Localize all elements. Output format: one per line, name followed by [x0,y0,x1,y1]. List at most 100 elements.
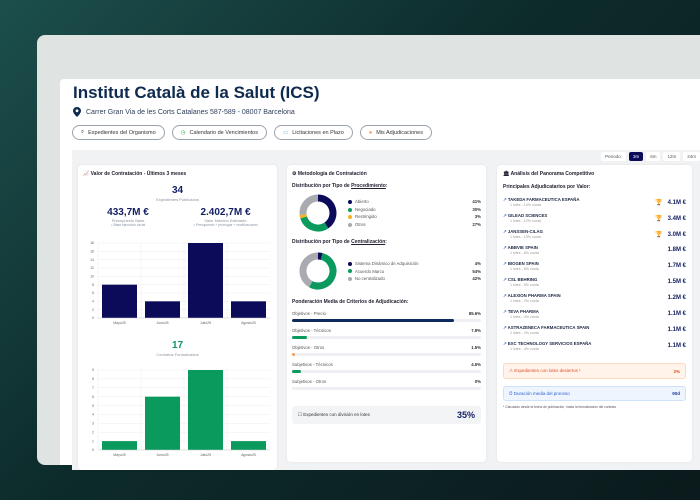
external-link-icon[interactable]: ↗ [503,277,507,282]
legend-item: Restringido 3% [348,214,481,219]
max-value: 2.402,7M € [200,207,251,218]
calendar-icon: ▭ [282,129,289,136]
donut-slice-Acuerdo Marco [309,253,337,290]
period-3m[interactable]: 3m [628,152,644,161]
competitor-meta: 1 lotes - 6% cuota [510,251,539,255]
competitor-item[interactable]: ↗ CSL BEHRING 1 lotes - 5% cuota 1.5M € [503,274,686,290]
competitor-value: 1.2M € [667,295,686,301]
external-link-icon[interactable]: ↗ [503,197,507,202]
legend-label: Abierto [355,199,369,205]
lots-label: Expedientes con división en lotes [303,412,370,417]
legend-item: No centralizado 42% [348,276,481,281]
competitor-item[interactable]: ↗ TAKEDA FARMACEUTICA ESPAÑA 1 lotes - 14… [503,194,686,210]
criterion-pct: 1.5% [471,345,481,350]
criterion-label: Objetivos - Técnicos [292,328,331,333]
contracts-label: Contratos Formalizados [156,352,199,357]
criterion-bar [292,336,481,339]
action-button-1[interactable]: ◷ Calendario de Vencimientos [171,125,267,140]
action-label: Mis Adjudicaciones [376,129,423,136]
y-tick-label: 12 [90,266,94,270]
x-tick-label: Julio25 [200,321,211,325]
criterion-row: Objetivos - Otros 1.5% [292,345,481,356]
legend-label: No centralizado [355,276,385,281]
donut-slice-Otros [299,194,319,216]
competitor-value: 1.5M € [667,279,686,285]
competitor-item[interactable]: ↗ GILEAD SCIENCES 1 lotes - 12% cuota 🏆 3.4… [503,210,686,226]
y-tick-label: 16 [90,250,94,254]
person-icon: ● [368,129,373,136]
duration-value: 90d [672,391,680,396]
competitor-name: ABBVIE SPAIN [507,245,538,250]
y-tick-label: 4 [92,413,94,417]
criterion-row: Subjetivos - Otros 0% [292,379,481,390]
competitor-item[interactable]: ↗ BIOGEN SPAIN 1 lotes - 6% cuota 1.7M € [503,258,686,274]
x-tick-label: Mayo25 [113,321,126,325]
criterion-bar-fill [292,319,454,322]
competitor-name: ALEXION PHARMA SPAIN [507,293,561,298]
legend-item: Sistema Dinámico de Adquisición 4% [348,261,481,266]
competitor-meta: 1 lotes - 14% cuota [510,203,541,207]
action-button-2[interactable]: ▭ Licitaciones en Plazo [273,125,353,140]
donut-slice-Abierto [317,194,337,229]
y-tick-label: 1 [92,439,94,443]
legend-item: Otros 27% [348,222,481,227]
external-link-icon[interactable]: ↗ [503,229,507,234]
competitor-name: BIOGEN SPAIN [507,261,539,266]
competitive-subtitle: Principales Adjudicatarios por Valor: [503,184,591,190]
budget-label: Presupuesto Base [111,218,145,223]
competitor-name: GILEAD SCIENCES [507,213,548,218]
competitor-value: 1.7M € [667,263,686,269]
bar-Junio25 [145,301,180,318]
methodology-title-text: Metodología de Contratación [297,171,367,177]
value-card-title-text: Valor de Contratación - Últimos 3 meses [90,171,187,177]
competitor-item[interactable]: ↗ ALEXION PHARMA SPAIN 1 lotes - 4% cuota… [503,290,686,306]
procedure-link[interactable]: Procedimiento [351,183,386,189]
period-24m[interactable]: 24m [683,152,700,161]
criterion-bar [292,387,481,390]
competitor-item[interactable]: ↗ ASTRAZENECA FARMACEUTICA SPAIN 1 lotes … [503,322,686,338]
external-link-icon[interactable]: ↗ [503,213,507,218]
criterion-bar [292,319,481,322]
legend-label: Sistema Dinámico de Adquisición [355,261,419,266]
legend-pct: 41% [472,199,481,205]
competitor-item[interactable]: ↗ TEVA PHARMA 1 lotes - 4% cuota 1.1M € [503,306,686,322]
duration-label: Duración media del proceso [513,391,570,396]
budget-value: 433,7M € [107,207,149,218]
bar-Agosto25 [231,301,266,318]
competitor-item[interactable]: ↗ JANSSEN-CILAG 1 lotes - 10% cuota 🏆 3.0M … [503,226,686,242]
competitor-meta: 1 lotes - 4% cuota [510,299,539,303]
bar-Julio25 [188,243,223,318]
competitor-meta: 1 lotes - 12% cuota [510,219,541,223]
x-tick-label: Mayo25 [113,453,126,457]
external-link-icon[interactable]: ↗ [503,325,507,330]
trophy-icon: 🏆 [655,231,663,238]
period-12m[interactable]: 12m [663,152,681,161]
external-link-icon[interactable]: ↗ [503,245,507,250]
donut-slice-Negociado [300,216,329,232]
external-link-icon[interactable]: ↗ [503,261,507,266]
competitor-value: 1.1M € [667,327,686,333]
y-tick-label: 10 [90,275,94,279]
competitor-item[interactable]: ↗ EXC TECHNOLOGY SERVICIOS ESPAÑA 1 lotes… [503,338,686,354]
donut-slice-No centralizado [299,252,319,288]
external-link-icon[interactable]: ↗ [503,341,507,346]
methodology-title: ⚙ Metodología de Contratación [292,171,367,177]
centralization-link[interactable]: Centralización [351,239,386,245]
y-tick-label: 6 [92,291,94,295]
centralization-title: Distribución por Tipo de Centralización: [292,239,387,245]
legend-label: Otros [355,221,366,227]
external-link-icon[interactable]: ↗ [503,293,507,298]
y-tick-label: 3 [92,422,94,426]
legend-item: Negociado 30% [348,207,481,212]
action-button-0[interactable]: ⌕ Expedientes del Organismo [72,125,165,140]
period-selector: Periodo: 3m 6m 12m 24m [601,152,700,161]
legend-dot [348,276,352,281]
action-button-3[interactable]: ● Mis Adjudicaciones [359,125,432,140]
period-6m[interactable]: 6m [646,152,661,161]
competitor-item[interactable]: ↗ ABBVIE SPAIN 1 lotes - 6% cuota 1.8M € [503,242,686,258]
external-link-icon[interactable]: ↗ [503,309,507,314]
legend-pct: 42% [472,276,481,281]
legend-pct: 4% [474,261,481,266]
deserted-label: Expedientes con lotes desiertos ¹ [514,368,581,373]
competitor-meta: 1 lotes - 6% cuota [510,267,539,271]
